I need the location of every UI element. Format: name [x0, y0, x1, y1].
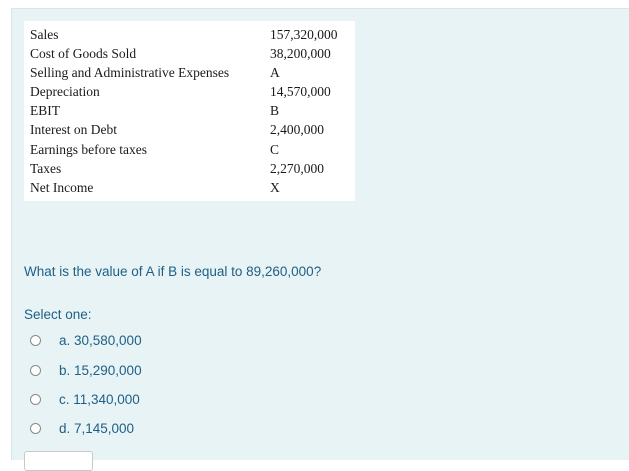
- row-label: Interest on Debt: [30, 122, 117, 138]
- check-button[interactable]: [24, 451, 93, 471]
- table-row: Interest on Debt 2,400,000: [30, 120, 355, 139]
- row-value: 157,320,000: [270, 27, 338, 42]
- row-label: Depreciation: [30, 84, 100, 100]
- table-row: Selling and Administrative Expenses A: [30, 63, 355, 82]
- income-statement-table: Sales 157,320,000 Cost of Goods Sold 38,…: [24, 21, 355, 201]
- row-label: EBIT: [30, 103, 60, 119]
- row-value: 14,570,000: [270, 84, 331, 100]
- radio-button[interactable]: [30, 422, 41, 434]
- row-label: Earnings before taxes: [30, 141, 147, 157]
- table-row: Taxes 2,270,000: [30, 159, 355, 178]
- select-one-prompt: Select one:: [24, 307, 92, 322]
- row-label: Sales: [30, 27, 59, 42]
- answer-option-a[interactable]: a. 30,580,000: [30, 330, 142, 350]
- answer-option-d[interactable]: d. 7,145,000: [30, 418, 134, 438]
- answer-option-c[interactable]: c. 11,340,000: [30, 389, 140, 409]
- radio-button[interactable]: [30, 393, 41, 405]
- option-label[interactable]: c. 11,340,000: [59, 391, 140, 407]
- row-label: Net Income: [30, 179, 94, 195]
- table-row: Earnings before taxes C: [30, 140, 355, 159]
- row-value: 38,200,000: [270, 46, 331, 62]
- table-row: Cost of Goods Sold 38,200,000: [30, 44, 355, 63]
- answer-option-b[interactable]: b. 15,290,000: [30, 360, 142, 380]
- row-label: Selling and Administrative Expenses: [30, 65, 230, 81]
- option-label[interactable]: b. 15,290,000: [59, 362, 142, 378]
- row-label: Taxes: [30, 160, 62, 176]
- table-row: Depreciation 14,570,000: [30, 82, 355, 101]
- row-value: A: [270, 65, 280, 81]
- row-value: X: [270, 179, 280, 195]
- option-label[interactable]: d. 7,145,000: [59, 420, 135, 436]
- table-row: Sales 157,320,000: [30, 25, 355, 44]
- row-value: 2,270,000: [270, 160, 324, 176]
- radio-button[interactable]: [30, 364, 41, 376]
- table-row: EBIT B: [30, 101, 355, 120]
- question-text: What is the value of A if B is equal to …: [24, 264, 322, 279]
- row-value: B: [270, 103, 280, 119]
- row-value: 2,400,000: [270, 122, 324, 138]
- question-panel: Sales 157,320,000 Cost of Goods Sold 38,…: [11, 8, 629, 471]
- table-row: Net Income X: [30, 178, 355, 197]
- option-label[interactable]: a. 30,580,000: [59, 332, 142, 348]
- row-label: Cost of Goods Sold: [30, 46, 137, 62]
- radio-button[interactable]: [30, 334, 41, 346]
- row-value: C: [270, 141, 280, 157]
